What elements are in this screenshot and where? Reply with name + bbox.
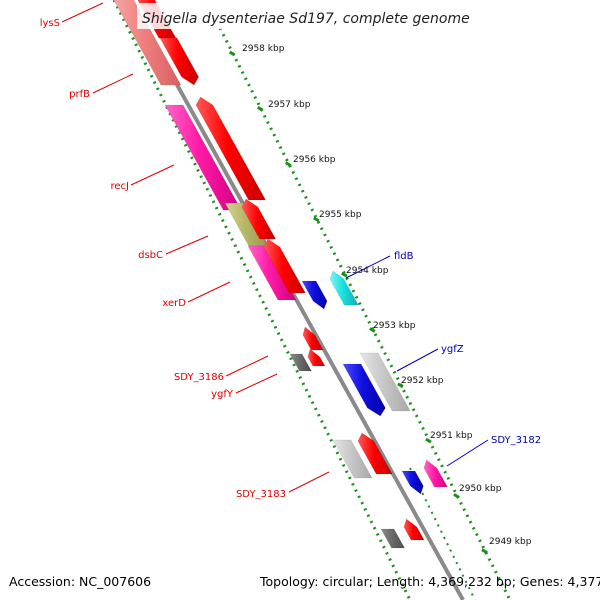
major-ticks: [228, 50, 488, 554]
leader-SDY_3186: [225, 355, 269, 377]
gene-label-ygfY: ygfY: [211, 389, 234, 400]
gene-SDY_3186: [302, 326, 324, 351]
gene-fldB-cyan: [329, 270, 359, 306]
genome-backbone: [128, 0, 465, 600]
gene-ygfZ-gray: [359, 352, 411, 412]
leader-xerD: [187, 281, 231, 303]
gene-features: [113, 0, 448, 549]
topology-text: Topology: circular; Length: 4,369,232 bp…: [259, 574, 600, 589]
leader-recJ: [130, 164, 175, 186]
major-tick: [453, 493, 460, 499]
gene-dark-lower: [380, 528, 405, 549]
gene-label-dsbC: dsbC: [138, 250, 163, 261]
scale-labels: 2958 kbp 2957 kbp 2956 kbp 2955 kbp 2954…: [242, 44, 532, 547]
scale-label-2957: 2957 kbp: [268, 100, 311, 110]
gene-ygfZ: [342, 363, 386, 417]
gene-dsbC-red: [241, 198, 277, 240]
scale-label-2954: 2954 kbp: [346, 266, 389, 276]
scale-label-2955: 2955 kbp: [319, 210, 362, 220]
left-gene-labels: lysS prfB recJ dsbC xerD SDY_3186 ygfY S…: [40, 18, 286, 500]
scale-label-2951: 2951 kbp: [430, 431, 473, 441]
leader-SDY_3182: [446, 439, 489, 467]
scale-label-2958: 2958 kbp: [242, 44, 285, 54]
gene-prfB: [159, 37, 199, 86]
scale-label-2953: 2953 kbp: [373, 321, 416, 331]
leader-dsbC: [165, 235, 209, 255]
right-gene-labels: fldB ygfZ SDY_3182: [394, 251, 541, 446]
map-title: Shigella dysenteriae Sd197, complete gen…: [142, 11, 470, 27]
left-leader-lines: [61, 2, 330, 493]
major-tick: [284, 161, 292, 167]
major-tick: [256, 106, 264, 112]
gene-fldB: [301, 280, 328, 310]
leader-prfB: [92, 73, 134, 94]
leader-ygfY: [235, 373, 278, 394]
gene-lysS: [113, 0, 182, 86]
major-tick: [313, 216, 320, 223]
gene-label-xerD: xerD: [162, 298, 186, 309]
gene-xerD-red: [263, 238, 306, 294]
gene-recJ-red: [195, 96, 267, 201]
gene-ygfY-red: [307, 348, 326, 367]
gene-SDY_3183-gray: [332, 439, 373, 479]
major-tick: [228, 50, 236, 57]
gene-xerD: [247, 245, 297, 301]
leader-fldB: [345, 255, 391, 279]
major-tick: [481, 548, 488, 554]
major-tick: [397, 382, 404, 389]
gene-label-SDY_3182: SDY_3182: [491, 435, 541, 446]
major-tick: [341, 271, 348, 278]
accession-text: Accession: NC_007606: [9, 574, 151, 589]
gene-SDY_3183: [357, 432, 393, 475]
gene-SDY_3182: [423, 459, 448, 488]
scale-label-2949: 2949 kbp: [489, 537, 532, 547]
gene-label-recJ: recJ: [111, 181, 130, 192]
leader-ygfZ: [396, 348, 439, 372]
gene-label-lysS: lysS: [40, 18, 60, 29]
left-tick-track: [112, 0, 412, 600]
right-leader-lines: [345, 255, 489, 467]
scale-label-2956: 2956 kbp: [293, 155, 336, 165]
gene-label-ygfZ: ygfZ: [441, 344, 464, 355]
gene-label-prfB: prfB: [69, 89, 90, 100]
right-tick-track: [218, 27, 512, 600]
title-backdrop: [137, 3, 463, 29]
major-tick: [425, 437, 432, 444]
leader-lysS: [61, 2, 104, 23]
gene-label-SDY_3183: SDY_3183: [236, 489, 286, 500]
gene-ygfY: [289, 353, 312, 372]
leader-SDY_3183: [288, 471, 330, 493]
gene-label-SDY_3186: SDY_3186: [174, 372, 224, 383]
scale-label-2950: 2950 kbp: [459, 484, 502, 494]
scale-label-2952: 2952 kbp: [401, 376, 444, 386]
gene-red-lower: [403, 518, 425, 541]
gene-SDY_3182-blue: [401, 470, 424, 495]
major-tick: [369, 327, 376, 333]
gene-label-fldB: fldB: [394, 251, 414, 262]
